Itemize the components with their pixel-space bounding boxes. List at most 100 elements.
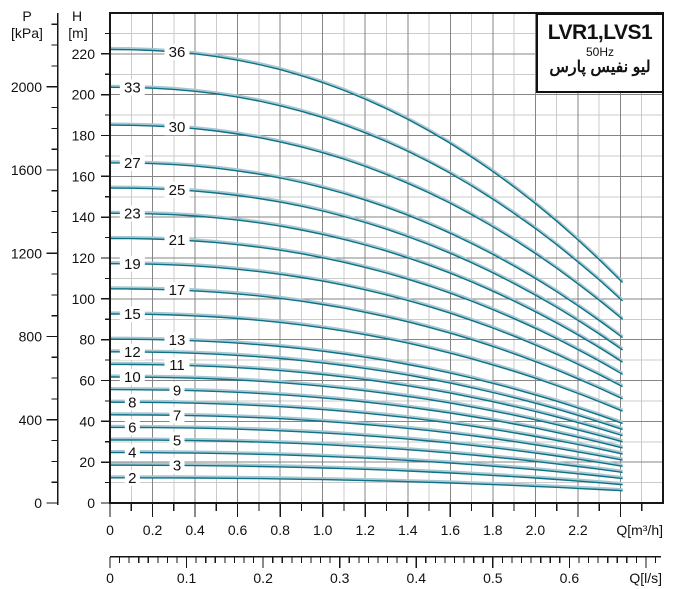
curve-label-15: 15: [124, 306, 141, 323]
flow-ls-tick-label: 0.4: [407, 570, 427, 586]
curve-label-bg-15: [119, 306, 145, 323]
curve-halo-17: [109, 286, 624, 399]
curve-label-bg-2: [124, 469, 140, 486]
curve-label-bg-30: [164, 119, 190, 136]
pressure-tick-label: 2000: [11, 79, 42, 95]
curve-label-bg-25: [164, 181, 190, 198]
head-axis: 0 20 40 60 80 100 120 140 160 180 200 220 H[m]: [68, 8, 110, 511]
curve-label-bg-23: [119, 205, 145, 222]
curve-halo-3: [110, 462, 623, 485]
curve-7: [109, 414, 623, 461]
pressure-axis-name: P: [22, 8, 31, 24]
curve-6: [109, 426, 623, 467]
curve-label-4: 4: [128, 445, 136, 462]
curve-21: [109, 237, 623, 376]
curve-2: [110, 477, 623, 492]
curve-halo-12: [109, 349, 624, 430]
head-tick-label: 220: [72, 46, 96, 62]
curve-12: [109, 351, 623, 431]
pressure-tick-label: 1200: [11, 245, 42, 261]
curve-halo-19: [109, 261, 624, 387]
curve-label-bg-3: [169, 457, 185, 474]
curve-label-bg-8: [124, 394, 140, 411]
curve-3: [110, 464, 623, 486]
curve-halo-6: [109, 424, 623, 467]
pressure-axis-unit: [kPa]: [11, 25, 43, 41]
curve-label-bg-27: [119, 155, 145, 172]
head-axis-name: H: [72, 8, 82, 24]
head-tick-label: 20: [79, 454, 95, 470]
flow-m3h-tick-label: 0: [106, 522, 114, 538]
curve-halo-33: [109, 84, 624, 301]
head-tick-label: 200: [72, 87, 96, 103]
curve-15: [109, 313, 623, 412]
curve-halo-15: [109, 311, 624, 412]
flow-ls-tick-label: 0.2: [253, 570, 273, 586]
curve-5: [110, 439, 623, 474]
curve-halo-2: [110, 475, 623, 491]
curve-label-33: 33: [124, 80, 141, 97]
curve-halo-30: [109, 122, 624, 320]
curve-label-bg-33: [119, 79, 145, 96]
curve-label-7: 7: [173, 407, 181, 424]
curve-halo-36: [109, 46, 624, 283]
curve-8: [109, 401, 623, 455]
curve-label-bg-19: [119, 255, 145, 272]
curve-4: [110, 451, 623, 480]
flow-ls-axis: 0 0.1 0.2 0.3 0.4 0.5 0.6 Q[l/s]: [106, 555, 662, 586]
pressure-tick-label: 1600: [11, 162, 42, 178]
curve-label-bg-10: [119, 369, 145, 386]
head-tick-label: 120: [72, 250, 96, 266]
curve-19: [109, 263, 623, 388]
head-tick-label: 180: [72, 128, 96, 144]
flow-m3h-axis-label: Q[m³/h]: [616, 522, 663, 538]
curve-13: [109, 338, 623, 425]
head-axis-unit: [m]: [68, 25, 87, 41]
curve-label-bg-21: [164, 231, 190, 248]
curve-label-bg-13: [164, 332, 190, 349]
pressure-tick-label: 400: [19, 412, 43, 428]
curve-label-19: 19: [124, 256, 141, 273]
head-tick-label: 140: [72, 209, 96, 225]
curve-17: [109, 288, 623, 400]
flow-m3h-tick-label: 1.4: [398, 522, 418, 538]
curve-label-bg-4: [124, 444, 140, 461]
curve-halo-25: [109, 185, 624, 350]
curve-label-27: 27: [124, 155, 141, 172]
flow-m3h-tick-label: 1.8: [483, 522, 503, 538]
curve-label-17: 17: [169, 282, 186, 299]
brand-name-farsi: لیو نفیس پارس: [549, 59, 651, 76]
pump-curves: [109, 46, 624, 492]
curve-label-13: 13: [169, 332, 186, 349]
head-tick-label: 160: [72, 168, 96, 184]
frequency-label: 50Hz: [585, 45, 614, 59]
flow-m3h-tick-label: 1.0: [313, 522, 333, 538]
flow-ls-tick-label: 0.3: [330, 570, 350, 586]
curve-halo-9: [109, 387, 623, 448]
curve-label-30: 30: [169, 119, 186, 136]
curve-25: [109, 187, 623, 351]
head-tick-label: 0: [87, 495, 95, 511]
flow-m3h-tick-label: 0.2: [143, 522, 163, 538]
curve-label-12: 12: [124, 344, 141, 361]
curve-label-bg-7: [169, 407, 185, 424]
title-box: LVR1,LVS1 50Hz لیو نفیس پارس: [536, 13, 664, 93]
curve-label-25: 25: [169, 182, 186, 199]
curve-9: [109, 388, 623, 449]
curve-label-5: 5: [173, 432, 181, 449]
flow-ls-axis-label: Q[l/s]: [629, 570, 662, 586]
curve-27: [109, 162, 624, 339]
curve-36: [109, 48, 624, 284]
flow-m3h-tick-label: 1.6: [441, 522, 461, 538]
flow-ls-tick-label: 0.1: [177, 570, 197, 586]
curve-10: [109, 376, 623, 443]
curve-label-3: 3: [173, 457, 181, 474]
curve-label-23: 23: [124, 205, 141, 222]
model-name: LVR1,LVS1: [547, 21, 653, 44]
flow-m3h-tick-label: 1.2: [355, 522, 375, 538]
curve-label-bg-36: [164, 44, 190, 61]
flow-m3h-tick-label: 0.6: [228, 522, 248, 538]
flow-m3h-tick-label: 0.8: [270, 522, 290, 538]
curve-label-9: 9: [173, 382, 181, 399]
